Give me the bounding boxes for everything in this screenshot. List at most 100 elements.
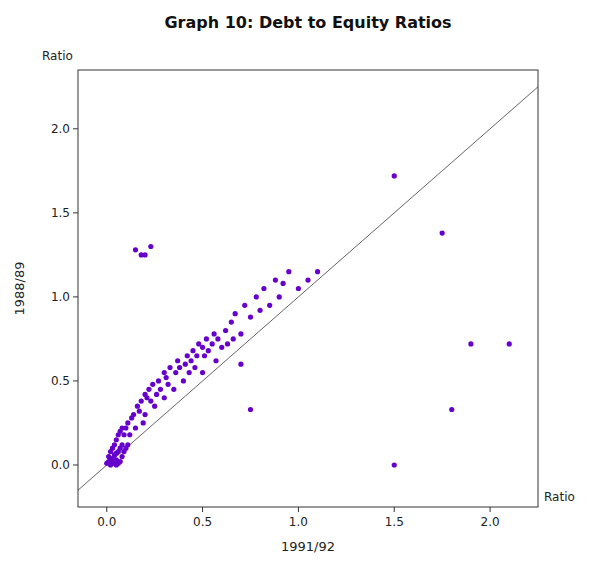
- title: Graph 10: Debt to Equity Ratios: [164, 13, 451, 32]
- point: [150, 382, 155, 387]
- plot-data: [78, 70, 538, 507]
- point: [187, 370, 192, 375]
- point: [141, 420, 146, 425]
- point: [125, 420, 130, 425]
- point: [177, 365, 182, 370]
- x-tick: [106, 507, 107, 512]
- point: [238, 362, 243, 367]
- point: [146, 387, 151, 392]
- point: [121, 432, 126, 437]
- point: [112, 442, 117, 447]
- point: [267, 303, 272, 308]
- point: [233, 311, 238, 316]
- x-tick: [490, 507, 491, 512]
- chart: 0.00.51.01.52.00.00.51.01.52.0Graph 10: …: [0, 0, 600, 569]
- point: [125, 442, 130, 447]
- point: [133, 247, 138, 252]
- annotation: Ratio: [42, 49, 73, 63]
- point: [210, 341, 215, 346]
- point: [273, 277, 278, 282]
- point: [114, 437, 119, 442]
- point: [154, 392, 159, 397]
- point: [277, 294, 282, 299]
- point: [162, 370, 167, 375]
- point: [164, 375, 169, 380]
- point: [204, 336, 209, 341]
- y-tick: [73, 464, 78, 465]
- x-axis-label: 1991/92: [281, 539, 335, 554]
- point: [213, 358, 218, 363]
- point: [315, 269, 320, 274]
- point: [156, 378, 161, 383]
- point: [200, 345, 205, 350]
- point: [192, 365, 197, 370]
- point: [119, 454, 124, 459]
- point: [118, 459, 123, 464]
- point: [231, 336, 236, 341]
- point: [139, 252, 144, 257]
- y-axis-label: 1988/89: [12, 261, 27, 315]
- point: [173, 370, 178, 375]
- point: [175, 358, 180, 363]
- point: [185, 353, 190, 358]
- point: [167, 365, 172, 370]
- y-tick: [73, 296, 78, 297]
- point: [200, 370, 205, 375]
- point: [223, 328, 228, 333]
- point: [296, 286, 301, 291]
- point: [142, 412, 147, 417]
- point: [248, 407, 253, 412]
- point: [148, 399, 153, 404]
- point: [286, 269, 291, 274]
- point: [449, 407, 454, 412]
- x-tick-label: 0.0: [97, 515, 116, 529]
- point: [219, 345, 224, 350]
- point: [238, 331, 243, 336]
- x-tick: [298, 507, 299, 512]
- x-tick-label: 0.5: [193, 515, 212, 529]
- y-tick: [73, 380, 78, 381]
- y-tick-label: 2.0: [51, 122, 70, 136]
- point: [139, 399, 144, 404]
- point: [257, 308, 262, 313]
- point: [194, 353, 199, 358]
- point: [261, 286, 266, 291]
- point: [137, 409, 142, 414]
- y-tick-label: 1.0: [51, 290, 70, 304]
- annotation: Ratio: [544, 490, 575, 504]
- x-tick: [202, 507, 203, 512]
- x-tick-label: 1.0: [289, 515, 308, 529]
- reference-line: [78, 70, 538, 507]
- point: [181, 378, 186, 383]
- point: [305, 277, 310, 282]
- point: [135, 404, 140, 409]
- point: [131, 412, 136, 417]
- point: [152, 404, 157, 409]
- point: [158, 387, 163, 392]
- point: [215, 336, 220, 341]
- x-tick-label: 1.5: [385, 515, 404, 529]
- point: [229, 320, 234, 325]
- point: [507, 341, 512, 346]
- y-tick-label: 0.5: [51, 374, 70, 388]
- point: [190, 348, 195, 353]
- point: [188, 358, 193, 363]
- point: [248, 314, 253, 319]
- plot-frame: [78, 70, 538, 507]
- point: [165, 382, 170, 387]
- y-axis: 0.00.51.01.52.0: [51, 122, 78, 472]
- point: [211, 331, 216, 336]
- point: [280, 281, 285, 286]
- point: [123, 425, 128, 430]
- point: [148, 244, 153, 249]
- point: [392, 173, 397, 178]
- y-tick-label: 1.5: [51, 206, 70, 220]
- point: [202, 353, 207, 358]
- point: [162, 395, 167, 400]
- point: [127, 432, 132, 437]
- x-axis: 0.00.51.01.52.0: [97, 507, 499, 529]
- point: [183, 362, 188, 367]
- point: [468, 341, 473, 346]
- x-tick: [394, 507, 395, 512]
- point: [254, 294, 259, 299]
